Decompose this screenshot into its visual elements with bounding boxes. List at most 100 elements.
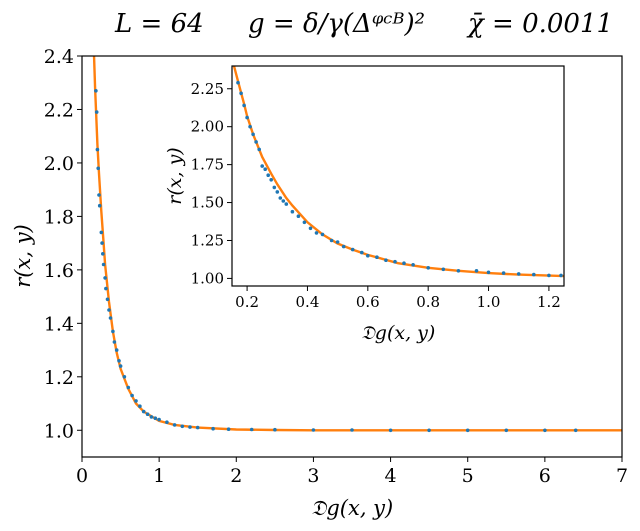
inset-data-point — [441, 267, 446, 272]
inset-data-point — [426, 266, 431, 270]
main-frame — [81, 55, 623, 458]
main-x-tick-label: 5 — [462, 465, 474, 487]
inset-data-point — [269, 178, 274, 182]
main-y-tick-label: 1.2 — [44, 367, 74, 389]
inset-data-point — [320, 232, 325, 237]
main-data-point — [108, 316, 113, 320]
main-data-point — [350, 428, 354, 432]
main-y-tick-label: 2.2 — [44, 99, 74, 121]
main-data-point — [96, 166, 100, 171]
inset-data-point — [350, 247, 355, 252]
inset-data-point — [559, 273, 563, 278]
main-data-point — [543, 428, 547, 433]
main-y-tick-label: 1.0 — [44, 420, 74, 442]
inset-data-point — [314, 231, 319, 235]
main-y-tick-label: 1.6 — [44, 260, 74, 282]
main-data-point — [112, 340, 117, 344]
main-data-point — [114, 348, 119, 352]
title-part-chi: χ̄ = 0.0011 — [466, 9, 613, 39]
inset-data-point — [242, 103, 246, 108]
inset-data-point — [393, 259, 397, 264]
inset-data-point — [486, 270, 491, 275]
inset-data-point — [308, 226, 313, 231]
main-data-point — [105, 297, 110, 302]
inset-x-tick-label: 1.0 — [477, 293, 501, 311]
main-data-point — [427, 428, 431, 433]
main-data-point — [126, 385, 131, 390]
inset-data-point — [296, 214, 301, 218]
inset-data-point — [254, 140, 258, 144]
main-data-point — [99, 230, 104, 235]
main-x-tick-label: 2 — [230, 465, 242, 487]
main-plot: 0 1 2 3 4 5 6 7 1.0 1.2 1.4 1.6 1.8 2.0 2.2 2.4 𝔇g(x, y… — [11, 46, 628, 520]
inset-data-point — [375, 255, 379, 259]
inset-points — [236, 80, 563, 278]
inset-data-point — [516, 272, 521, 276]
main-x-tick-label: 0 — [76, 465, 88, 487]
main-y-tick-label: 1.4 — [44, 313, 74, 335]
main-data-point — [149, 415, 154, 419]
main-data-point — [311, 428, 316, 432]
main-y-tick-label: 2.4 — [44, 46, 74, 68]
main-data-point — [188, 425, 192, 429]
inset-data-point — [263, 167, 268, 171]
inset-data-point — [245, 115, 249, 120]
inset-background — [232, 66, 564, 286]
main-data-point — [101, 252, 105, 256]
inset-y-tick-label: 1.25 — [191, 231, 224, 249]
inset-y-tick-label: 2.00 — [191, 118, 224, 136]
inset-x-tick-label: 0.2 — [235, 293, 259, 311]
main-data-point — [249, 427, 254, 432]
main-x-axis-label: 𝔇g(x, y) — [311, 496, 393, 520]
inset-data-point — [281, 199, 286, 203]
inset-data-point — [532, 272, 536, 277]
inset-data-point — [275, 190, 280, 194]
inset-y-tick-label: 1.75 — [191, 156, 224, 174]
main-data-point — [138, 404, 142, 409]
inset-data-point — [302, 220, 307, 225]
inset-data-point — [360, 250, 364, 255]
inset-axes: 0.2 0.4 0.6 0.8 1.0 1.2 1.00 1.25 1.50 1.75 2.00 2.… — [191, 65, 565, 311]
inset-y-tick-label: 2.25 — [191, 80, 224, 98]
inset-data-point — [474, 269, 479, 273]
inset-x-tick-label: 0.8 — [416, 293, 440, 311]
main-data-point — [97, 193, 101, 197]
figure-title: L = 64 g = δ/γ(Δᵠᶜᴮ)² χ̄ = 0.0011 — [114, 9, 613, 39]
main-data-point — [145, 412, 150, 417]
main-data-point — [104, 286, 108, 291]
inset-data-point — [278, 196, 283, 200]
inset-data-point — [266, 173, 271, 177]
inset-data-point — [257, 147, 262, 152]
main-x-tick-label: 3 — [307, 465, 319, 487]
inset-data-point — [456, 269, 461, 273]
title-part-l: L = 64 — [114, 9, 204, 39]
inset-data-point — [272, 185, 277, 190]
inset-fit-line — [232, 66, 564, 278]
inset-data-point — [251, 132, 255, 137]
main-data-point — [134, 399, 138, 403]
main-data-point — [195, 425, 200, 430]
main-data-point — [95, 147, 100, 152]
inset-data-point — [290, 209, 295, 214]
main-x-tick-label: 1 — [153, 465, 165, 487]
inset-data-point — [411, 263, 415, 267]
main-data-point — [465, 428, 470, 433]
main-data-point — [141, 409, 146, 414]
main-data-point — [573, 428, 578, 433]
main-x-tick-label: 4 — [385, 465, 397, 487]
inset-data-point — [402, 261, 406, 266]
main-data-point — [100, 241, 104, 245]
main-data-point — [165, 420, 169, 425]
main-data-point — [157, 417, 161, 422]
inset-data-point — [260, 164, 265, 168]
title-part-g: g = δ/γ(Δᵠᶜᴮ)² — [248, 9, 425, 39]
inset-x-axis-label: 𝔇g(x, y) — [361, 322, 436, 344]
main-data-point — [111, 329, 115, 334]
main-data-point — [153, 416, 158, 421]
inset-y-axis-label: r(x, y) — [164, 147, 186, 204]
main-data-point — [172, 423, 177, 427]
inset-data-point — [248, 124, 252, 129]
inset-data-point — [284, 202, 289, 206]
main-x-tick-label: 7 — [616, 465, 628, 487]
